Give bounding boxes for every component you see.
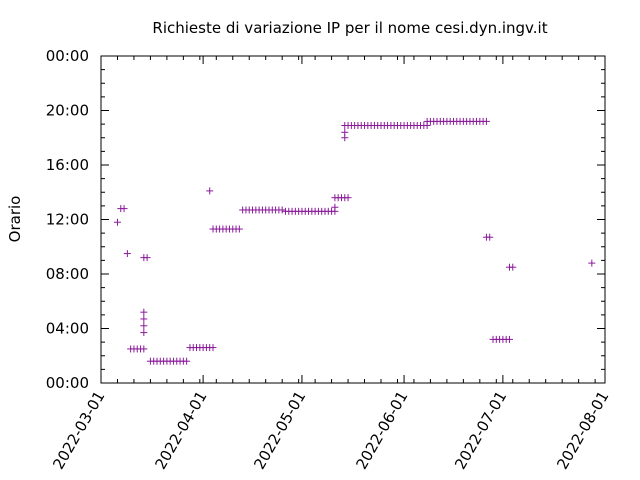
x-tick-label: 2022-08-01 xyxy=(553,388,612,473)
data-point xyxy=(183,357,191,365)
x-tick-label: 2022-04-01 xyxy=(151,388,210,473)
axis-ticks xyxy=(100,55,606,384)
data-point xyxy=(140,322,148,330)
data-point xyxy=(331,203,339,211)
chart-title: Richieste di variazione IP per il nome c… xyxy=(152,19,547,37)
data-point xyxy=(140,329,148,337)
data-point xyxy=(235,225,243,233)
data-point xyxy=(120,205,128,213)
x-tick-label: 2022-06-01 xyxy=(352,388,411,473)
data-point xyxy=(123,250,131,258)
data-point xyxy=(505,335,513,343)
y-tick-label: 04:00 xyxy=(46,320,89,338)
data-point xyxy=(140,345,148,353)
y-tick-label: 12:00 xyxy=(46,211,89,229)
data-point xyxy=(143,254,151,262)
y-axis-label: Orario xyxy=(6,196,24,243)
y-tick-label: 00:00 xyxy=(46,374,89,392)
y-tick-label: 08:00 xyxy=(46,265,89,283)
data-point xyxy=(486,233,494,241)
y-tick-label: 20:00 xyxy=(46,102,89,120)
data-points xyxy=(113,117,596,365)
x-tick-labels: 2022-03-01 2022-04-01 2022-05-01 2022-06-01… xyxy=(49,388,612,473)
data-point xyxy=(482,117,490,125)
data-point xyxy=(140,315,148,323)
data-point xyxy=(209,344,217,352)
data-point xyxy=(344,194,352,202)
x-tick-label: 2022-03-01 xyxy=(49,388,108,473)
y-tick-labels: 00:00 04:00 08:00 12:00 16:00 20:00 00:00 xyxy=(46,47,89,392)
y-tick-label: 00:00 xyxy=(46,47,89,65)
plot-frame xyxy=(100,55,606,384)
data-point xyxy=(113,218,121,226)
y-tick-label: 16:00 xyxy=(46,156,89,174)
data-point xyxy=(206,187,214,195)
data-point xyxy=(588,259,596,267)
x-tick-label: 2022-05-01 xyxy=(250,388,309,473)
data-point xyxy=(509,263,517,271)
data-point xyxy=(278,206,286,214)
x-tick-label: 2022-07-01 xyxy=(451,388,510,473)
data-point xyxy=(140,308,148,316)
data-point xyxy=(341,128,349,136)
